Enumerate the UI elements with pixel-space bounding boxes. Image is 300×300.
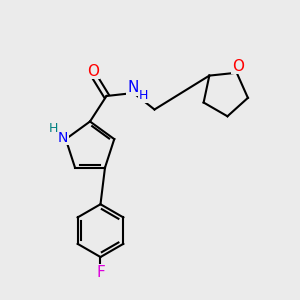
Text: H: H — [49, 122, 58, 135]
Text: O: O — [87, 64, 99, 79]
Text: H: H — [138, 89, 148, 102]
Text: N: N — [58, 130, 68, 145]
Text: N: N — [127, 80, 139, 95]
Text: O: O — [232, 58, 244, 74]
Text: F: F — [96, 265, 105, 280]
